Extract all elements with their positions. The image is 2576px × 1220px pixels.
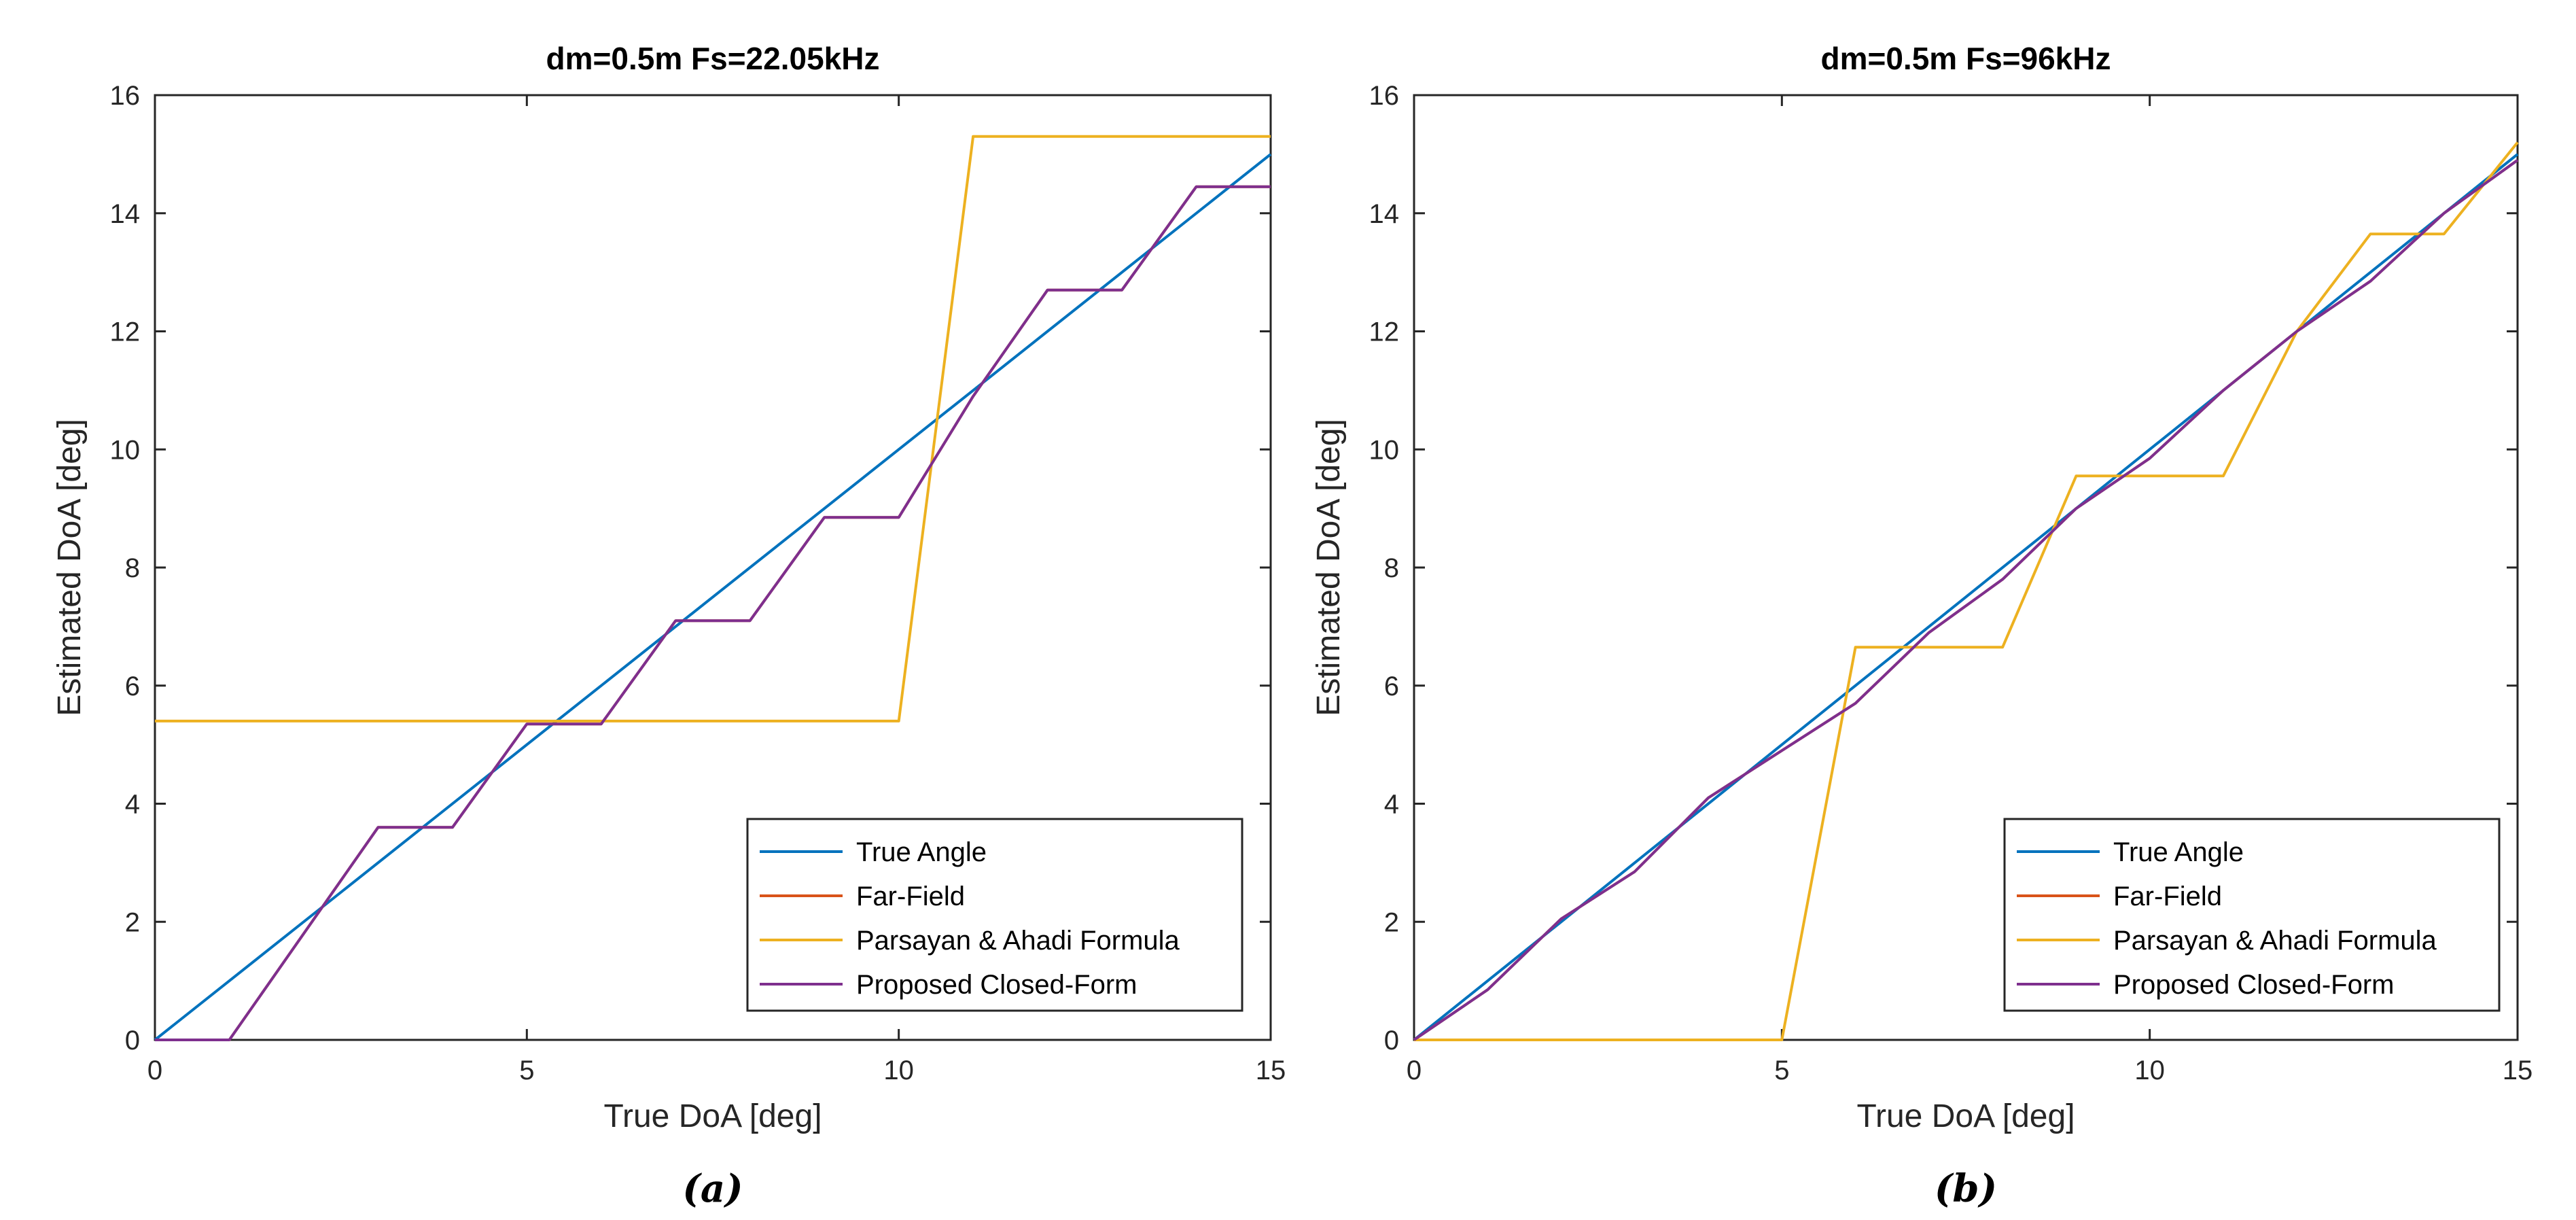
chart-b-ytick-label-3: 6 xyxy=(1384,672,1399,701)
chart-a-ytick-label-4: 8 xyxy=(125,553,140,583)
chart-b-series-3-line xyxy=(1413,158,2519,1041)
chart-a-xlabel: True DoA [deg] xyxy=(603,1098,822,1134)
chart-b-ylabel: Estimated DoA [deg] xyxy=(1311,419,1347,716)
chart-b-legend-label-1: Far-Field xyxy=(2113,882,2222,911)
chart-a-series-0-line xyxy=(154,153,1272,1041)
chart-b-ytick-label-7: 14 xyxy=(1369,199,1400,229)
chart-b-legend: True Angle Far-Field Parsayan & Ahadi Form… xyxy=(2003,818,2501,1012)
chart-a-legend-label-0: True Angle xyxy=(856,837,987,867)
chart-a-ytick-label-6: 12 xyxy=(110,317,141,347)
chart-b-xtick-label-1: 5 xyxy=(1774,1056,1789,1085)
chart-a-series-3-line xyxy=(155,185,1271,1041)
chart-b-xlabel: True DoA [deg] xyxy=(1856,1098,2075,1134)
chart-a-xtick-label-0: 0 xyxy=(147,1056,162,1085)
chart-a-xtick-label-2: 10 xyxy=(883,1056,914,1085)
chart-a-legend-label-3: Proposed Closed-Form xyxy=(856,970,1137,1000)
chart-b-legend-label-0: True Angle xyxy=(2113,837,2244,867)
chart-b-ytick-label-0: 0 xyxy=(1384,1026,1399,1056)
chart-a-ytick-label-0: 0 xyxy=(125,1026,140,1056)
chart-a-legend-label-2: Parsayan & Ahadi Formula xyxy=(856,926,1180,956)
chart-b-title: dm=0.5m Fs=96kHz xyxy=(1820,41,2111,76)
chart-a-legend-label-1: Far-Field xyxy=(856,882,965,911)
chart-b-ytick-label-8: 16 xyxy=(1369,81,1400,111)
chart-a-legend: True Angle Far-Field Parsayan & Ahadi Form… xyxy=(746,818,1243,1012)
chart-b-ytick-label-4: 8 xyxy=(1384,553,1399,583)
chart-b-series-2-line xyxy=(1414,141,2519,1041)
chart-b-legend-label-2: Parsayan & Ahadi Formula xyxy=(2113,926,2437,956)
chart-a-ytick-label-3: 6 xyxy=(125,672,140,701)
chart-b-subplot-label: (b) xyxy=(1935,1166,1997,1211)
chart-b-xtick-label-2: 10 xyxy=(2134,1056,2165,1085)
chart-b-ytick-label-6: 12 xyxy=(1369,317,1400,347)
chart-a-ytick-label-1: 2 xyxy=(125,907,140,937)
chart-b-ytick-label-2: 4 xyxy=(1384,790,1399,820)
chart-b: dm=0.5m Fs=96kHz 0 5 10 15 0 2 4 6 8 10 12 14 16 True … xyxy=(1311,41,2533,1211)
chart-a-subplot-label: (a) xyxy=(682,1166,743,1211)
chart-a-xtick-label-1: 5 xyxy=(519,1056,534,1085)
chart-a: dm=0.5m Fs=22.05kHz 0 5 10 15 0 2 4 6 8 10 12 14 16 Tr… xyxy=(52,41,1286,1211)
chart-a-ytick-label-7: 14 xyxy=(110,199,141,229)
chart-a-ytick-label-5: 10 xyxy=(110,435,141,465)
chart-b-xtick-label-0: 0 xyxy=(1407,1056,1422,1085)
chart-a-ytick-label-8: 16 xyxy=(110,81,141,111)
chart-b-ytick-label-1: 2 xyxy=(1384,907,1399,937)
chart-b-series-0-line xyxy=(1413,153,2519,1041)
chart-a-xtick-label-3: 15 xyxy=(1256,1056,1286,1085)
chart-a-ytick-label-2: 4 xyxy=(125,790,140,820)
chart-a-title: dm=0.5m Fs=22.05kHz xyxy=(546,41,880,76)
chart-a-series-2-line xyxy=(155,135,1271,722)
chart-b-ytick-label-5: 10 xyxy=(1369,435,1400,465)
chart-b-xtick-label-3: 15 xyxy=(2503,1056,2533,1085)
chart-a-ylabel: Estimated DoA [deg] xyxy=(52,419,88,716)
chart-b-legend-label-3: Proposed Closed-Form xyxy=(2113,970,2395,1000)
